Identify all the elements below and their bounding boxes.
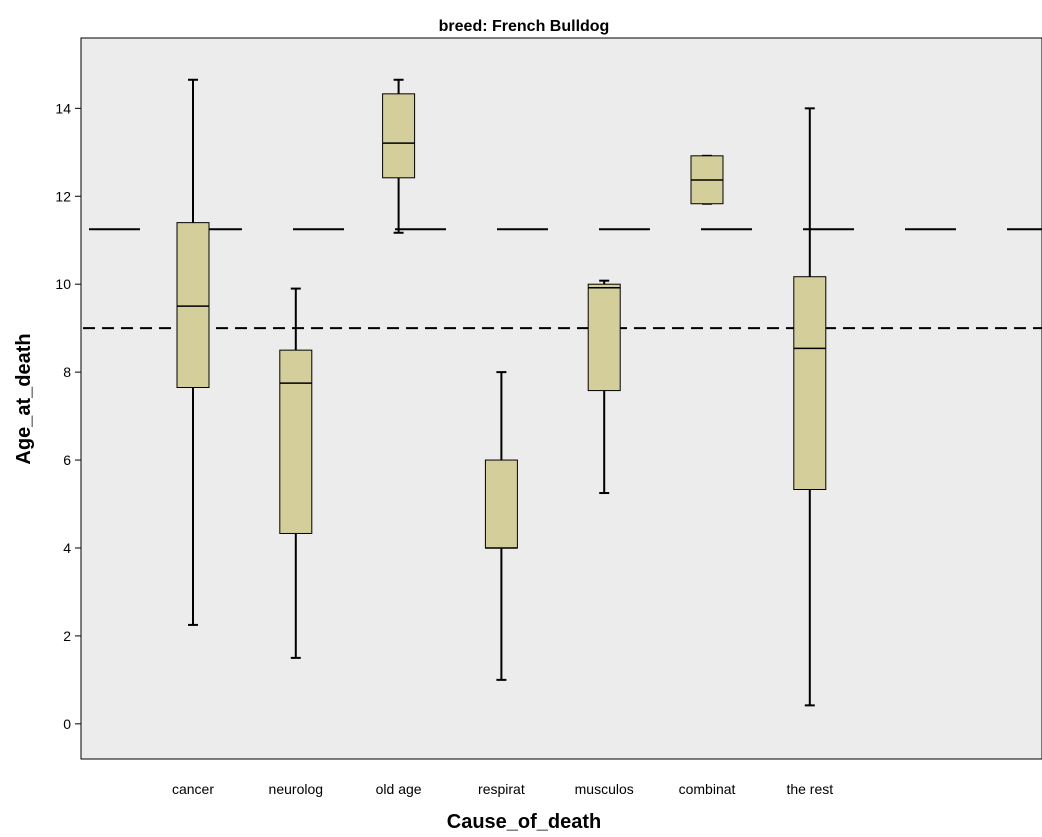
box-neurolog — [279, 287, 313, 659]
y-tick-label: 6 — [63, 452, 71, 468]
x-axis-title: Cause_of_death — [447, 811, 602, 833]
box-body — [587, 283, 621, 392]
x-tick-label: the rest — [786, 781, 833, 797]
y-axis: 0 2 4 6 8 10 12 14 — [55, 100, 81, 732]
x-tick-label: neurolog — [269, 781, 324, 797]
box-body — [176, 222, 210, 389]
reference-lines — [81, 228, 1042, 330]
y-tick-label: 12 — [55, 188, 71, 204]
x-tick-label: musculos — [575, 781, 634, 797]
box-body — [484, 459, 518, 549]
chart-title: breed: French Bulldog — [439, 18, 610, 35]
box-body — [279, 349, 313, 534]
box-body — [382, 93, 416, 179]
plot-area — [80, 37, 1042, 760]
box-combinat — [690, 154, 724, 205]
x-tick-label: respirat — [478, 781, 525, 797]
y-tick-label: 4 — [63, 540, 71, 556]
box-musculos — [587, 279, 621, 495]
box-body — [793, 276, 827, 491]
x-tick-label: combinat — [679, 781, 736, 797]
y-tick-label: 2 — [63, 628, 71, 644]
y-tick-label: 0 — [63, 716, 71, 732]
x-axis: cancer neurolog old age respirat musculos com… — [172, 781, 833, 797]
y-tick-label: 10 — [55, 276, 71, 292]
box-respirat — [484, 371, 518, 681]
y-axis-title: Age_at_death — [13, 333, 35, 464]
box-the-rest — [793, 107, 827, 707]
box-cancer — [176, 78, 210, 626]
x-tick-label: cancer — [172, 781, 214, 797]
box-group — [176, 78, 827, 707]
y-tick-label: 14 — [55, 100, 71, 116]
y-tick-label: 8 — [63, 364, 71, 380]
box-old-age — [382, 78, 416, 234]
x-tick-label: old age — [376, 781, 422, 797]
